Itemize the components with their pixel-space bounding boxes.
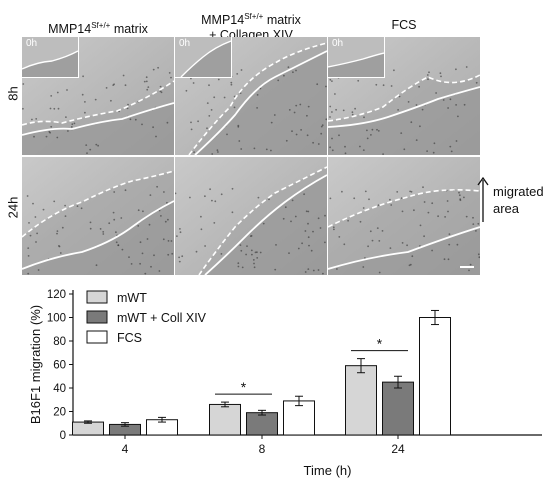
migration-bar-chart: 0 20 40 60 80 100 120 B16F1 migration (%) Time (… [28,289,542,478]
legend-swatch [86,310,108,324]
inset-0h: 0h [328,37,385,78]
x-tick-label: 24 [391,442,405,456]
bar [345,365,377,436]
legend-label: mWT + Coll XIV [117,311,207,325]
y-tick-label: 40 [53,383,66,395]
bar [283,400,315,436]
inset-0h: 0h [175,37,232,78]
row-label-24h: 24h [5,196,21,219]
micrograph-panel [22,157,174,275]
bar [72,421,104,436]
x-axis-label: Time (h) [304,463,352,478]
y-tick-label: 100 [47,313,66,325]
x-tick-label: 8 [259,442,266,456]
migrated-label: migrated [493,184,544,199]
y-tick-label: 20 [53,407,66,419]
bar [246,412,278,436]
column-header-1: MMP14Sf+/+ matrix [48,21,148,37]
bar [419,317,451,436]
micrograph-panel [175,157,327,275]
micrograph-panel [328,157,480,275]
significance-marker: * [241,379,247,395]
micrograph-panel: 0h [328,37,480,155]
y-tick-label: 120 [47,289,66,301]
inset-time-label: 0h [26,38,38,49]
y-axis-label: B16F1 migration (%) [28,305,43,424]
bar [209,403,241,436]
significance-marker: * [377,336,383,352]
bar [382,381,414,436]
y-tick-label: 80 [53,336,66,348]
y-tick-label: 0 [60,430,66,442]
inset-time-label: 0h [179,38,191,49]
x-tick-label: 4 [122,442,129,456]
legend-swatch [86,330,108,344]
area-label: area [493,201,520,216]
legend-label: FCS [117,331,142,345]
micrograph-panel: 0h [22,37,174,155]
migrated-arrow-icon [477,176,489,222]
micrograph-panel: 0h [175,37,327,155]
legend-swatch [86,290,108,304]
inset-time-label: 0h [332,38,344,49]
y-tick-label: 60 [53,360,66,372]
row-label-8h: 8h [5,86,21,101]
legend-label: mWT [117,291,147,305]
column-header-3: FCS [391,18,417,32]
inset-0h: 0h [22,37,79,78]
